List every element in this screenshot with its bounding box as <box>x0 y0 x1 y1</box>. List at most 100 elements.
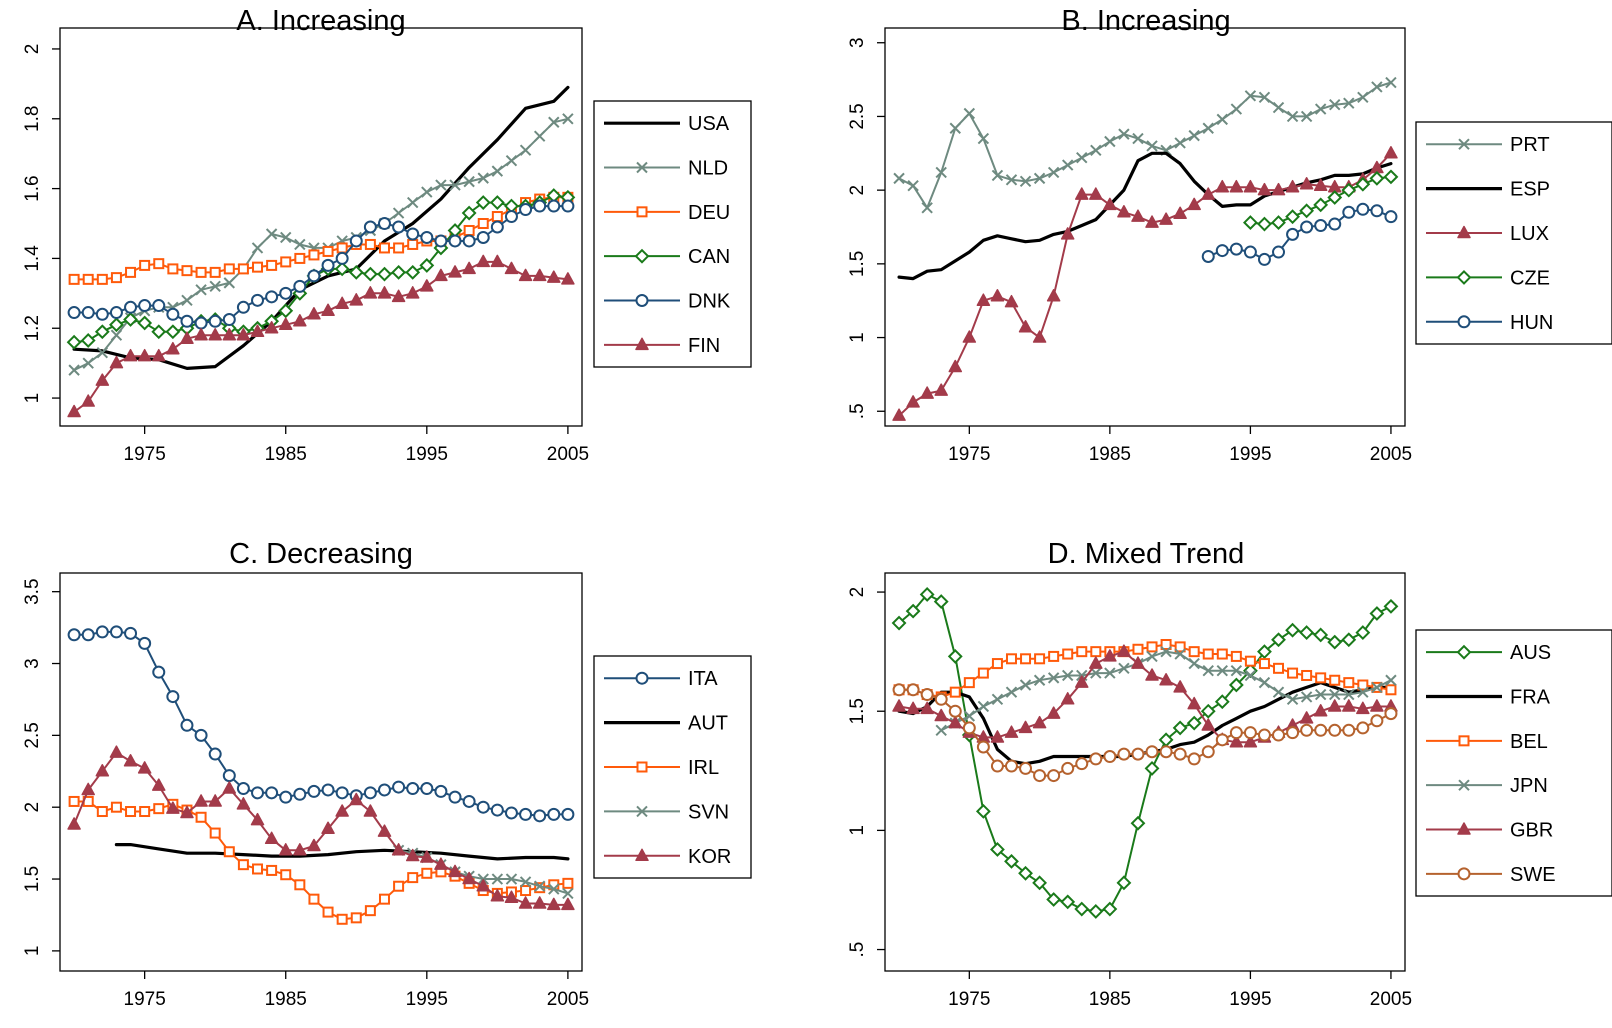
data-point <box>1047 672 1060 684</box>
data-point <box>1215 179 1230 193</box>
data-point <box>137 315 153 331</box>
data-point <box>406 196 419 209</box>
data-point <box>1033 674 1046 686</box>
data-point <box>1033 172 1046 185</box>
data-point <box>1258 676 1271 689</box>
data-point <box>948 704 962 718</box>
data-point <box>81 394 95 407</box>
data-point <box>322 906 334 918</box>
data-point <box>335 251 349 265</box>
chart-title: D. Mixed Trend <box>1048 538 1245 570</box>
data-point <box>434 268 448 282</box>
data-point <box>1034 653 1046 665</box>
data-point <box>1341 182 1357 198</box>
data-point <box>349 792 364 806</box>
series-esp <box>897 151 1393 281</box>
data-point <box>1385 76 1397 89</box>
data-point <box>1103 649 1117 662</box>
legend-marker <box>635 337 649 351</box>
data-point <box>109 355 124 369</box>
data-point <box>519 807 533 821</box>
data-point <box>906 701 920 715</box>
data-point <box>138 299 152 313</box>
series-aut <box>114 843 570 861</box>
data-point <box>82 357 94 369</box>
data-point <box>123 348 138 362</box>
data-point <box>490 889 505 902</box>
legend-label: GBR <box>1510 820 1553 842</box>
data-point <box>1328 723 1342 737</box>
data-point <box>195 284 207 296</box>
data-point <box>547 897 561 911</box>
legend-label: NLD <box>688 158 728 180</box>
data-point <box>1300 220 1314 234</box>
data-point <box>934 692 948 706</box>
data-point <box>392 780 406 794</box>
data-point <box>1132 132 1144 145</box>
data-point <box>362 266 378 282</box>
y-tick-label: 1.6 <box>22 175 43 201</box>
data-point <box>1216 665 1229 677</box>
data-point <box>892 699 906 712</box>
y-tick-label: .5 <box>847 942 868 958</box>
data-point <box>907 180 919 192</box>
data-point <box>308 893 320 905</box>
data-point <box>407 872 419 884</box>
data-point <box>294 238 306 251</box>
data-point <box>1103 197 1117 211</box>
data-point <box>948 359 963 373</box>
data-point <box>1383 598 1399 614</box>
data-point <box>222 781 237 794</box>
data-point <box>208 747 222 761</box>
data-point <box>153 258 165 270</box>
data-point <box>294 252 306 264</box>
data-point <box>1271 632 1286 648</box>
data-point <box>1229 242 1243 256</box>
data-point <box>562 887 574 900</box>
data-point <box>1356 701 1370 715</box>
data-point <box>348 264 364 280</box>
data-point <box>1329 688 1341 701</box>
data-point <box>236 327 251 341</box>
data-point <box>307 784 321 798</box>
data-point <box>278 317 293 331</box>
data-point <box>67 306 81 320</box>
data-point <box>1242 215 1258 230</box>
data-point <box>1370 714 1384 728</box>
data-point <box>990 842 1005 857</box>
data-point <box>561 897 575 911</box>
data-point <box>125 806 137 818</box>
data-point <box>1102 901 1118 917</box>
data-point <box>421 867 433 879</box>
data-point <box>1328 217 1342 231</box>
data-point <box>1215 733 1229 747</box>
data-point <box>519 876 532 888</box>
data-point <box>1384 146 1398 159</box>
legend-marker <box>1458 138 1470 150</box>
data-point <box>1272 686 1285 698</box>
data-point <box>518 268 533 282</box>
data-point <box>434 784 448 798</box>
data-point <box>561 272 575 285</box>
data-point <box>1300 691 1313 703</box>
x-tick-label: 1985 <box>265 989 307 1010</box>
data-point <box>532 896 547 909</box>
series-swe <box>892 683 1398 783</box>
data-point <box>1144 761 1160 776</box>
data-point <box>1369 170 1385 186</box>
data-point <box>461 205 477 221</box>
data-point <box>935 166 947 179</box>
data-point <box>67 404 81 418</box>
y-tick-label: 1 <box>847 332 868 343</box>
y-tick-label: 3 <box>22 658 43 669</box>
data-point <box>1060 894 1076 910</box>
data-point <box>1146 140 1158 152</box>
data-point <box>1061 669 1074 682</box>
data-point <box>1286 227 1300 241</box>
data-point <box>1313 627 1329 643</box>
data-point <box>393 880 405 892</box>
data-point <box>349 234 363 248</box>
data-point <box>180 331 194 344</box>
series-kor <box>67 745 575 911</box>
data-point <box>335 804 349 817</box>
